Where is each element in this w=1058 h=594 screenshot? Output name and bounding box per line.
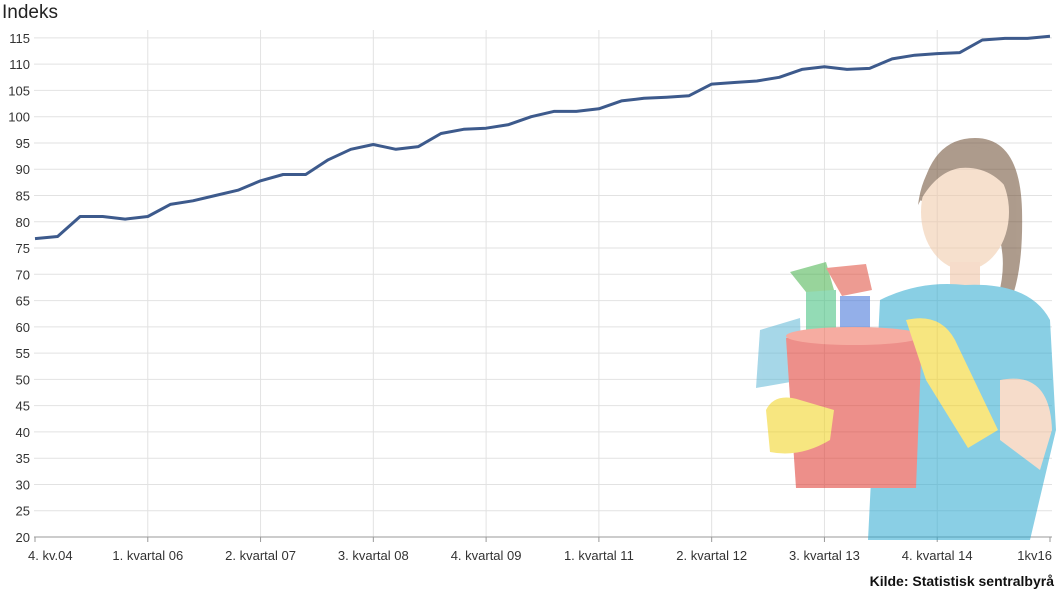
spray-trigger-red: [826, 264, 872, 296]
x-tick-label: 3. kvartal 13: [789, 548, 860, 563]
x-tick-label: 1kv16: [1017, 548, 1052, 563]
x-tick-label: 1. kvartal 11: [564, 548, 634, 563]
y-tick-label: 25: [16, 504, 30, 519]
y-tick-label: 70: [16, 267, 30, 282]
grid: [34, 30, 1052, 538]
x-tick-label: 2. kvartal 12: [676, 548, 747, 563]
y-tick-label: 95: [16, 136, 30, 151]
y-axis-title: Indeks: [2, 2, 58, 23]
x-tick-label: 1. kvartal 06: [112, 548, 183, 563]
y-tick-label: 50: [16, 372, 30, 387]
y-axis-ticks: 20 25 30 35 40 45 50 55 60 65 70 75 80 85 90 95 100 105 11…: [8, 31, 30, 545]
bucket-shape: [786, 332, 922, 488]
woman-with-cleaning-bucket-photo: [756, 138, 1056, 540]
x-axis-ticks: 4. kv.04 1. kvartal 06 2. kvartal 07 3. kva…: [28, 537, 1052, 563]
y-tick-label: 80: [16, 215, 30, 230]
y-tick-label: 40: [16, 425, 30, 440]
y-tick-label: 105: [8, 83, 30, 98]
x-tick-label: 3. kvartal 08: [338, 548, 409, 563]
y-tick-label: 75: [16, 241, 30, 256]
y-tick-label: 35: [16, 451, 30, 466]
right-glove: [906, 318, 998, 448]
y-tick-label: 85: [16, 188, 30, 203]
hair-fringe: [918, 146, 1015, 205]
bucket-rim: [786, 327, 922, 345]
arm-shape: [1000, 378, 1052, 470]
y-tick-label: 20: [16, 530, 30, 545]
index-series-line: [34, 34, 1051, 241]
y-tick-label: 90: [16, 162, 30, 177]
y-tick-label: 30: [16, 477, 30, 492]
spray-trigger-green: [790, 262, 834, 292]
y-tick-label: 45: [16, 399, 30, 414]
source-note: Kilde: Statistisk sentralbyrå: [870, 573, 1055, 589]
y-tick-label: 115: [9, 31, 30, 46]
x-tick-label: 2. kvartal 07: [225, 548, 296, 563]
y-tick-label: 65: [16, 294, 30, 309]
face-shape: [921, 154, 1009, 270]
y-tick-label: 55: [16, 346, 30, 361]
y-tick-label: 100: [8, 110, 30, 125]
y-tick-label: 110: [9, 57, 30, 72]
left-glove: [766, 397, 834, 454]
y-tick-label: 60: [16, 320, 30, 335]
x-tick-label: 4. kvartal 14: [902, 548, 973, 563]
x-tick-label: 4. kv.04: [28, 548, 73, 563]
x-tick-label: 4. kvartal 09: [451, 548, 522, 563]
